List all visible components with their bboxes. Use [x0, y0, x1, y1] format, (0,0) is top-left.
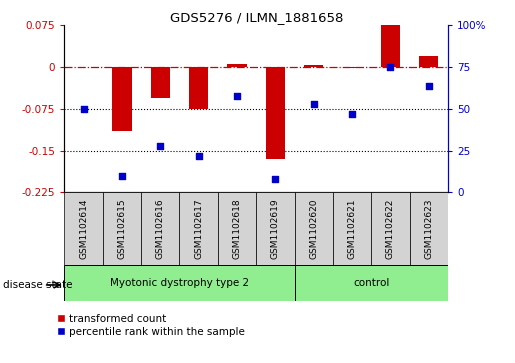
- Bar: [419, 56, 438, 67]
- Bar: [342, 67, 362, 68]
- Text: GSM1102616: GSM1102616: [156, 198, 165, 259]
- Point: [195, 153, 203, 159]
- Bar: [266, 67, 285, 159]
- Point: [310, 101, 318, 107]
- Text: disease state: disease state: [3, 280, 72, 290]
- Bar: [103, 192, 141, 265]
- Bar: [189, 67, 208, 109]
- Bar: [410, 192, 448, 265]
- Point: [425, 83, 433, 89]
- Bar: [180, 192, 218, 265]
- Bar: [304, 65, 323, 67]
- Text: GSM1102615: GSM1102615: [117, 198, 126, 259]
- Text: Myotonic dystrophy type 2: Myotonic dystrophy type 2: [110, 278, 249, 288]
- Bar: [218, 192, 256, 265]
- Bar: [64, 192, 103, 265]
- Legend: transformed count, percentile rank within the sample: transformed count, percentile rank withi…: [57, 314, 245, 337]
- Bar: [228, 64, 247, 67]
- Bar: [141, 192, 180, 265]
- Point: [118, 173, 126, 179]
- Point: [271, 176, 280, 182]
- Text: GSM1102617: GSM1102617: [194, 198, 203, 259]
- Point: [386, 64, 394, 70]
- Title: GDS5276 / ILMN_1881658: GDS5276 / ILMN_1881658: [169, 11, 343, 24]
- Bar: [295, 265, 448, 301]
- Bar: [151, 67, 170, 98]
- Point: [233, 93, 241, 98]
- Point: [348, 111, 356, 117]
- Bar: [112, 67, 131, 131]
- Text: GSM1102621: GSM1102621: [348, 199, 356, 259]
- Text: GSM1102620: GSM1102620: [310, 199, 318, 259]
- Bar: [371, 192, 410, 265]
- Text: GSM1102618: GSM1102618: [233, 198, 242, 259]
- Text: GSM1102623: GSM1102623: [424, 199, 433, 259]
- Bar: [64, 265, 295, 301]
- Bar: [256, 192, 295, 265]
- Text: control: control: [353, 278, 389, 288]
- Text: GSM1102622: GSM1102622: [386, 199, 395, 259]
- Bar: [333, 192, 371, 265]
- Text: GSM1102619: GSM1102619: [271, 198, 280, 259]
- Bar: [381, 25, 400, 67]
- Bar: [295, 192, 333, 265]
- Point: [156, 143, 164, 148]
- Text: GSM1102614: GSM1102614: [79, 199, 88, 259]
- Point: [79, 106, 88, 112]
